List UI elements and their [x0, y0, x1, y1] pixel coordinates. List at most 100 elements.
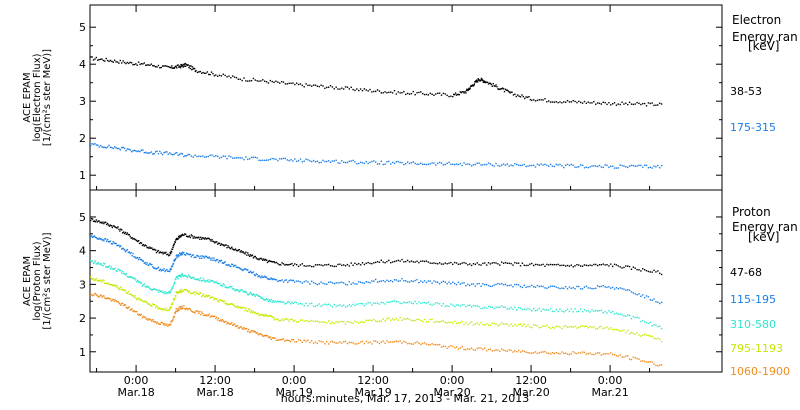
data-point [277, 262, 279, 265]
data-point [154, 288, 157, 291]
data-point [145, 64, 147, 66]
data-point [405, 301, 407, 304]
data-point [141, 317, 144, 319]
data-point [263, 299, 266, 301]
data-point [623, 165, 625, 167]
data-point [576, 166, 578, 168]
data-point [395, 340, 398, 342]
data-point [149, 152, 151, 154]
data-point [425, 302, 428, 304]
data-point [352, 88, 354, 91]
data-point [204, 237, 207, 239]
data-point [147, 285, 149, 287]
data-point [519, 265, 522, 267]
data-point [318, 283, 320, 285]
data-point [174, 241, 177, 243]
data-point [482, 348, 484, 351]
data-point [365, 340, 367, 343]
data-point [97, 238, 99, 240]
data-point [184, 254, 187, 256]
data-point [189, 292, 192, 295]
data-point [130, 276, 132, 278]
data-point [602, 284, 604, 287]
data-point [102, 295, 104, 297]
data-point [572, 99, 574, 102]
data-point [504, 88, 507, 90]
data-point [301, 303, 304, 305]
data-point [480, 264, 482, 266]
data-point [178, 255, 180, 257]
data-point [184, 155, 186, 157]
data-point [246, 254, 248, 256]
data-point [388, 317, 390, 319]
data-point [452, 345, 454, 348]
data-point [164, 270, 166, 273]
data-point [378, 163, 381, 165]
data-point [596, 102, 599, 104]
data-point [188, 290, 191, 292]
data-point [116, 244, 118, 247]
data-point [105, 238, 107, 240]
data-point [134, 295, 136, 297]
data-point [229, 323, 231, 325]
data-point [102, 264, 104, 267]
data-point [608, 286, 610, 288]
data-point [532, 352, 535, 354]
data-point [256, 258, 258, 260]
data-point [255, 332, 257, 334]
data-point [485, 322, 488, 325]
data-point [604, 327, 606, 329]
data-point [438, 343, 441, 346]
data-point [634, 293, 636, 295]
data-point [212, 240, 214, 243]
data-point [263, 159, 266, 162]
data-point [275, 279, 278, 281]
data-point [180, 254, 182, 256]
data-point [568, 286, 571, 288]
data-point [211, 154, 213, 156]
data-point [261, 275, 263, 277]
data-point [453, 347, 456, 349]
data-point [367, 301, 369, 304]
data-point [180, 65, 183, 67]
data-point [188, 153, 191, 156]
data-point [521, 350, 524, 352]
data-point [412, 302, 414, 305]
data-point [438, 262, 441, 264]
data-point [216, 241, 218, 243]
data-point [492, 82, 494, 85]
data-point [127, 290, 130, 293]
data-point [110, 266, 113, 268]
data-point [233, 289, 236, 291]
data-point [523, 323, 525, 325]
data-point [551, 263, 554, 266]
data-point [412, 161, 414, 163]
data-point [105, 221, 107, 224]
data-point [291, 318, 293, 321]
data-point [510, 284, 512, 286]
data-point [232, 323, 235, 326]
legend-title: Proton [732, 205, 771, 219]
data-point [99, 144, 102, 147]
data-point [149, 64, 151, 66]
data-point [542, 351, 544, 353]
data-point [470, 321, 473, 323]
data-point [154, 320, 157, 323]
data-point [100, 221, 102, 223]
data-point [171, 265, 174, 267]
data-point [459, 91, 462, 93]
data-point [118, 268, 120, 271]
data-point [437, 263, 439, 265]
data-point [175, 295, 177, 297]
data-point [207, 314, 209, 317]
data-point [540, 285, 542, 287]
data-point [363, 321, 366, 324]
data-point [180, 152, 182, 155]
data-point [371, 91, 373, 93]
data-point [307, 84, 309, 87]
data-point [557, 352, 559, 355]
data-point [634, 316, 636, 319]
data-point [263, 275, 266, 278]
data-point [267, 336, 270, 338]
data-point [658, 102, 661, 104]
